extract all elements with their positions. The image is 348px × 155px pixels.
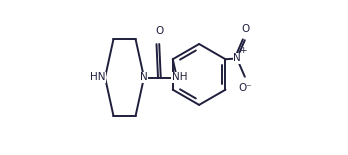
Text: O: O xyxy=(155,26,163,36)
Text: O⁻: O⁻ xyxy=(238,83,252,93)
Text: O: O xyxy=(242,24,250,34)
Text: HN: HN xyxy=(89,73,105,82)
Text: NH: NH xyxy=(172,73,187,82)
Text: N: N xyxy=(140,73,148,82)
Text: N: N xyxy=(233,53,241,63)
Text: +: + xyxy=(239,46,247,55)
